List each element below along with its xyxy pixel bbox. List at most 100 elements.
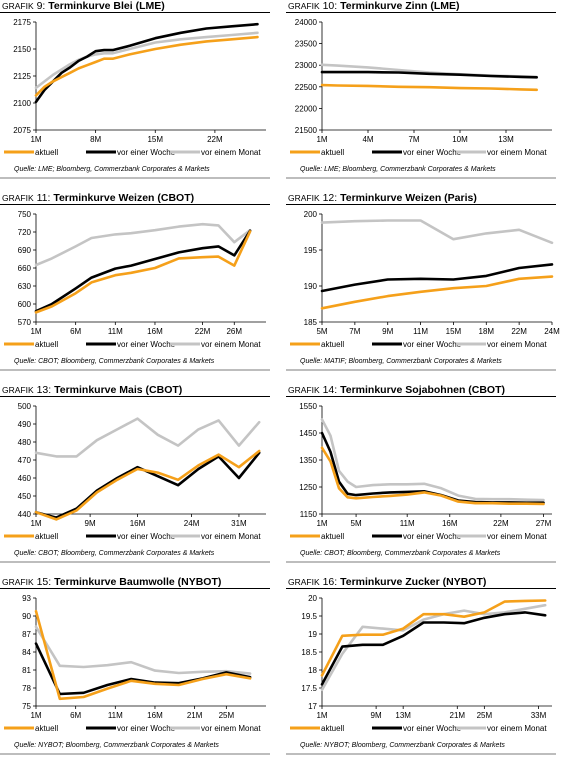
legend-label: vor einer Woche [403, 148, 462, 157]
y-tick-label: 20 [308, 594, 317, 603]
y-tick-label: 18.5 [301, 648, 317, 657]
chart-panel: GRAFIK 13: Terminkurve Mais (CBOT) 440 450… [0, 384, 276, 575]
x-tick-label: 1M [30, 135, 41, 144]
y-tick-label: 22000 [295, 104, 318, 113]
title-rule [286, 588, 556, 589]
series-line [320, 603, 547, 692]
x-tick-label: 11M [400, 519, 415, 528]
x-tick-label: 1M [30, 519, 41, 528]
y-tick-label: 690 [18, 246, 32, 255]
x-tick-label: 22M [207, 135, 223, 144]
legend-label: vor einem Monat [201, 148, 261, 157]
x-tick-label: 27M [536, 519, 552, 528]
chart-title-number: 10: [322, 0, 338, 12]
y-tick-label: 185 [304, 318, 318, 327]
y-tick-label: 22500 [295, 83, 318, 92]
x-tick-label: 11M [108, 327, 123, 336]
title-rule [286, 396, 556, 397]
chart-title-prefix: GRAFIK [288, 1, 320, 11]
x-tick-label: 4M [362, 135, 373, 144]
y-tick-label: 2150 [13, 45, 31, 54]
y-tick-label: 19.5 [301, 612, 317, 621]
x-tick-label: 9M [382, 327, 393, 336]
y-tick-label: 2125 [13, 72, 31, 81]
x-tick-label: 1M [316, 519, 327, 528]
series-line [34, 642, 252, 696]
x-tick-label: 24M [544, 327, 560, 336]
series-line [34, 229, 252, 313]
y-tick-label: 78 [22, 684, 31, 693]
chart-panel: GRAFIK 16: Terminkurve Zucker (NYBOT) 17 1… [286, 576, 562, 767]
x-tick-label: 22M [493, 519, 509, 528]
chart-title: GRAFIK 16: Terminkurve Zucker (NYBOT) [288, 576, 486, 588]
title-rule [0, 12, 270, 13]
y-tick-label: 17.5 [301, 684, 317, 693]
legend-label: aktuell [321, 340, 344, 349]
series-line [320, 418, 545, 502]
chart-title: GRAFIK 14: Terminkurve Sojabohnen (CBOT) [288, 384, 505, 396]
y-tick-label: 630 [18, 282, 32, 291]
y-tick-label: 24000 [295, 18, 318, 27]
x-tick-label: 7M [408, 135, 419, 144]
chart-title-name: Terminkurve Weizen (Paris) [340, 192, 477, 204]
x-tick-label: 11M [108, 711, 123, 720]
title-rule [0, 396, 270, 397]
y-tick-label: 81 [22, 666, 31, 675]
x-tick-label: 9M [85, 519, 96, 528]
legend-label: aktuell [35, 724, 58, 733]
chart-title: GRAFIK 15: Terminkurve Baumwolle (NYBOT) [2, 576, 221, 588]
chart-source: Quelle: LME; Bloomberg, Commerzbank Corp… [14, 166, 210, 173]
chart-panel: GRAFIK 14: Terminkurve Sojabohnen (CBOT)… [286, 384, 562, 575]
y-tick-label: 90 [22, 612, 31, 621]
line-chart: 570 600 630 660 690 720 750 1M 6M 11M 16M 22M 26M akt… [4, 210, 266, 349]
chart-title-number: 9: [36, 0, 46, 12]
x-tick-label: 13M [498, 135, 514, 144]
y-tick-label: 18 [308, 666, 317, 675]
chart-source: Quelle: CBOT; Bloomberg, Commerzbank Cor… [14, 358, 215, 365]
legend-label: aktuell [35, 532, 58, 541]
chart-title-prefix: GRAFIK [288, 193, 320, 203]
chart-panel: GRAFIK 9: Terminkurve Blei (LME) 2075 2100… [0, 0, 276, 191]
x-tick-label: 6M [70, 711, 81, 720]
x-tick-label: 21M [450, 711, 466, 720]
x-tick-label: 1M [30, 711, 41, 720]
legend-label: aktuell [321, 148, 344, 157]
y-tick-label: 190 [304, 282, 318, 291]
series-line [320, 70, 538, 79]
line-chart: 1150 1250 1350 1450 1550 1M 5M 11M 16M 22M 27M aktu… [290, 402, 552, 541]
chart-title: GRAFIK 10: Terminkurve Zinn (LME) [288, 0, 460, 12]
y-tick-label: 470 [18, 456, 32, 465]
line-chart: 21500 22000 22500 23000 23500 24000 1M 4M 7M 10M 1… [290, 18, 552, 157]
chart-title-prefix: GRAFIK [2, 1, 34, 11]
legend-label: vor einer Woche [403, 532, 462, 541]
chart-title-prefix: GRAFIK [288, 385, 320, 395]
legend-label: vor einer Woche [117, 532, 176, 541]
legend-label: vor einem Monat [201, 532, 261, 541]
legend-label: vor einem Monat [487, 724, 547, 733]
title-rule [286, 12, 556, 13]
chart-title: GRAFIK 12: Terminkurve Weizen (Paris) [288, 192, 477, 204]
y-tick-label: 720 [18, 228, 32, 237]
y-tick-label: 1550 [299, 402, 317, 411]
series-line [34, 230, 252, 314]
x-tick-label: 25M [219, 711, 235, 720]
chart-panel: GRAFIK 11: Terminkurve Weizen (CBOT) 570 6… [0, 192, 276, 383]
series-line [34, 625, 252, 675]
x-tick-label: 1M [316, 711, 327, 720]
y-tick-label: 1350 [299, 456, 317, 465]
x-tick-label: 16M [442, 519, 458, 528]
bottom-rule [0, 561, 270, 563]
chart-title-name: Terminkurve Zucker (NYBOT) [340, 576, 487, 588]
y-tick-label: 480 [18, 438, 32, 447]
y-tick-label: 84 [22, 648, 31, 657]
series-line [34, 31, 259, 90]
chart-title-prefix: GRAFIK [288, 577, 320, 587]
series-line [34, 417, 261, 458]
legend-label: vor einem Monat [487, 532, 547, 541]
chart-title-prefix: GRAFIK [2, 385, 34, 395]
series-line [34, 22, 259, 104]
y-tick-label: 2175 [13, 18, 31, 27]
title-rule [0, 204, 270, 205]
y-tick-label: 2100 [13, 99, 31, 108]
line-chart: 440 450 460 470 480 490 500 1M 9M 16M 24M 31M aktuel… [4, 402, 266, 541]
